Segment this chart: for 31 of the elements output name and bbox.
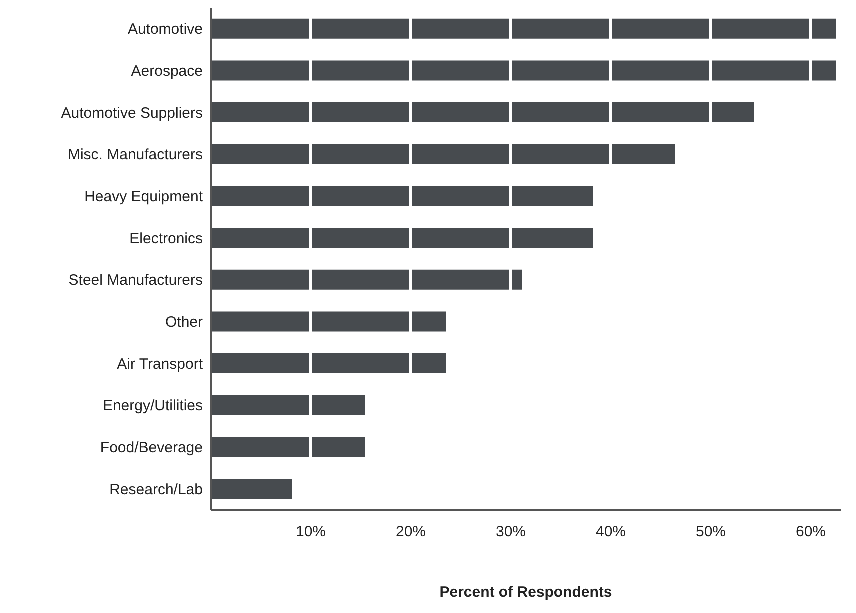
x-tick-label: 20% [396,524,426,541]
y-tick-label: Misc. Manufacturers [68,146,203,164]
x-tick-label: 30% [496,524,526,541]
y-tick-label: Aerospace [131,63,203,80]
y-tick-label: Heavy Equipment [84,188,204,206]
y-tick-label: Steel Manufacturers [68,272,203,290]
y-tick-label: Other [165,314,204,332]
x-tick-label: 40% [596,524,626,541]
bar [211,479,292,500]
bar [211,228,593,248]
y-tick-label: Automotive [128,21,203,38]
y-tick-label: Energy/Utilities [102,398,203,415]
bar [211,18,836,39]
bar [211,395,365,416]
bar [211,354,446,374]
y-tick-label: Research/Lab [110,481,203,498]
bar [211,186,593,206]
y-tick-label: Food/Beverage [100,440,203,457]
x-axis-title: Percent of Respondents [440,584,612,601]
bar [211,312,446,332]
y-tick-label: Electronics [130,230,203,248]
bar [211,437,365,458]
x-tick-label: 60% [796,524,826,541]
x-tick-label: 10% [296,524,326,541]
bar [211,60,836,81]
y-tick-label: Automotive Suppliers [61,104,203,122]
bar [211,102,754,123]
x-tick-label: 50% [696,524,726,541]
bar [211,270,522,290]
y-tick-label: Air Transport [117,356,204,373]
bar [211,144,675,164]
